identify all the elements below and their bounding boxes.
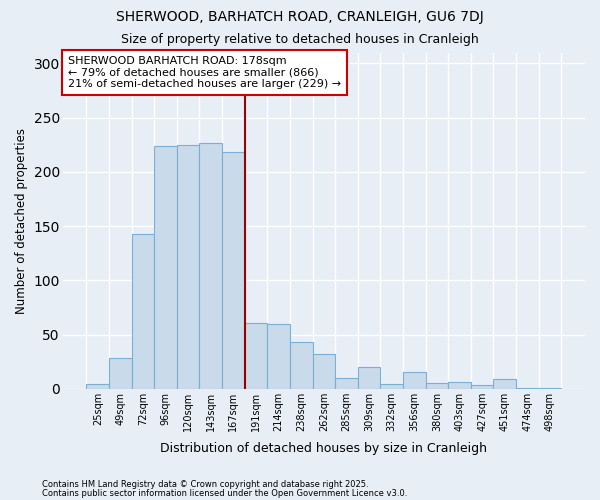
Bar	[245, 322, 268, 388]
Bar	[313, 354, 335, 388]
Bar	[131, 234, 154, 388]
Bar	[290, 342, 313, 388]
Bar	[177, 144, 199, 388]
Bar	[222, 152, 245, 388]
Bar	[448, 382, 471, 388]
Bar	[493, 379, 516, 388]
Bar	[403, 372, 425, 388]
Text: SHERWOOD BARHATCH ROAD: 178sqm
← 79% of detached houses are smaller (866)
21% of: SHERWOOD BARHATCH ROAD: 178sqm ← 79% of …	[68, 56, 341, 89]
Bar	[86, 384, 109, 388]
Bar	[380, 384, 403, 388]
Bar	[109, 358, 131, 388]
X-axis label: Distribution of detached houses by size in Cranleigh: Distribution of detached houses by size …	[160, 442, 487, 455]
Bar	[154, 146, 177, 388]
Bar	[199, 142, 222, 388]
Bar	[471, 386, 493, 388]
Bar	[268, 324, 290, 388]
Text: Contains public sector information licensed under the Open Government Licence v3: Contains public sector information licen…	[42, 489, 407, 498]
Bar	[425, 384, 448, 388]
Bar	[335, 378, 358, 388]
Y-axis label: Number of detached properties: Number of detached properties	[15, 128, 28, 314]
Text: Contains HM Land Registry data © Crown copyright and database right 2025.: Contains HM Land Registry data © Crown c…	[42, 480, 368, 489]
Text: Size of property relative to detached houses in Cranleigh: Size of property relative to detached ho…	[121, 32, 479, 46]
Bar	[358, 367, 380, 388]
Text: SHERWOOD, BARHATCH ROAD, CRANLEIGH, GU6 7DJ: SHERWOOD, BARHATCH ROAD, CRANLEIGH, GU6 …	[116, 10, 484, 24]
